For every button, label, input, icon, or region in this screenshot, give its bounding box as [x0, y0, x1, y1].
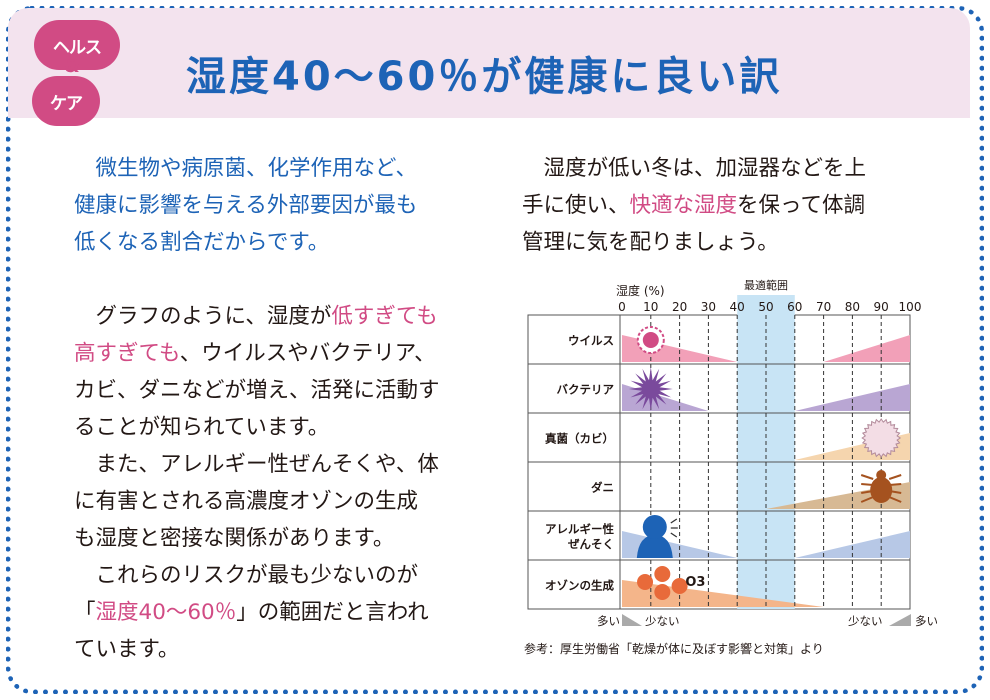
body-line-1: グラフのように、湿度が低すぎても	[95, 304, 438, 329]
body-line-7: も湿度と密接な関係があります。	[74, 526, 395, 551]
advice-line-1: 湿度が低い冬は、加湿器などを上	[543, 156, 867, 181]
body-line-5: また、アレルギー性ぜんそくや、体	[95, 452, 439, 477]
intro-line-3: 低くなる割合だからです。	[74, 230, 330, 255]
body-line-10: ています。	[74, 637, 180, 662]
advice-line-2: 手に使い、快適な湿度を保って体調	[522, 193, 865, 218]
highlight-range: 湿度40～60％	[95, 600, 237, 625]
highlight-comfort: 快適な湿度	[629, 193, 738, 218]
badge-ampersand: &	[64, 56, 80, 77]
highlight-too-high: 高すぎても	[74, 341, 180, 366]
intro-line-1: 微生物や病原菌、化学作用など、	[95, 156, 417, 181]
right-column: 湿度が低い冬は、加湿器などを上 手に使い、快適な湿度を保って体調 管理に気を配り…	[522, 150, 942, 261]
body-line-2: 高すぎても、ウイルスやバクテリア、	[74, 341, 436, 366]
highlight-too-low: 低すぎても	[331, 304, 438, 329]
page-title: 湿度40～60％が健康に良い訳	[186, 54, 783, 100]
source-note: 参考：厚生労働省「乾燥が体に及ぼす影響と対策」より	[524, 642, 824, 656]
advice-line-3: 管理に気を配りましょう。	[522, 230, 779, 255]
body-line-8: これらのリスクが最も少ないのが	[95, 563, 419, 588]
header-band	[8, 8, 970, 118]
body-line-9: 「湿度40～60％」の範囲だと言われ	[74, 600, 429, 625]
body-line-4: ることが知られています。	[74, 415, 330, 440]
body-line-6: に有害とされる高濃度オゾンの生成	[74, 489, 419, 514]
badge-care: ケア	[32, 76, 100, 126]
intro-line-2: 健康に影響を与える外部要因が最も	[74, 193, 418, 218]
badge-health: ヘルス	[34, 20, 120, 70]
body-line-3: カビ、ダニなどが増え、活発に活動す	[74, 378, 440, 403]
left-column: 微生物や病原菌、化学作用など、 健康に影響を与える外部要因が最も 低くなる割合だ…	[74, 150, 474, 668]
